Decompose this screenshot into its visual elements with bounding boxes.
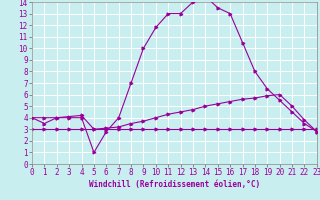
X-axis label: Windchill (Refroidissement éolien,°C): Windchill (Refroidissement éolien,°C) bbox=[89, 180, 260, 189]
